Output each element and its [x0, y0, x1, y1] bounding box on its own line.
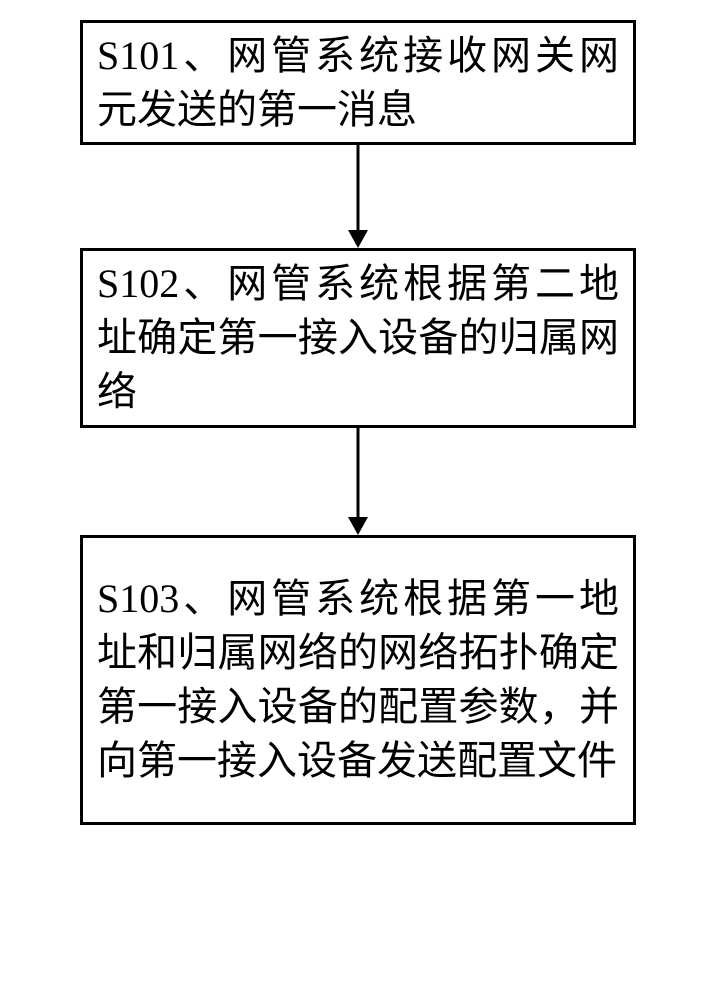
flow-node-s103-text: S103、网管系统根据第一地址和归属网络的网络拓扑确定第一接入设备的配置参数，并…: [97, 572, 619, 788]
flow-arrow-2: [338, 428, 378, 535]
flow-arrow-1: [338, 145, 378, 248]
flow-node-s102: S102、网管系统根据第二地址确定第一接入设备的归属网络: [80, 248, 636, 428]
flow-node-s101: S101、网管系统接收网关网元发送的第一消息: [80, 20, 636, 145]
flow-node-s102-text: S102、网管系统根据第二地址确定第一接入设备的归属网络: [97, 257, 619, 419]
flow-node-s103: S103、网管系统根据第一地址和归属网络的网络拓扑确定第一接入设备的配置参数，并…: [80, 535, 636, 825]
flowchart-canvas: S101、网管系统接收网关网元发送的第一消息 S102、网管系统根据第二地址确定…: [0, 0, 707, 1000]
flow-node-s101-text: S101、网管系统接收网关网元发送的第一消息: [97, 29, 619, 137]
